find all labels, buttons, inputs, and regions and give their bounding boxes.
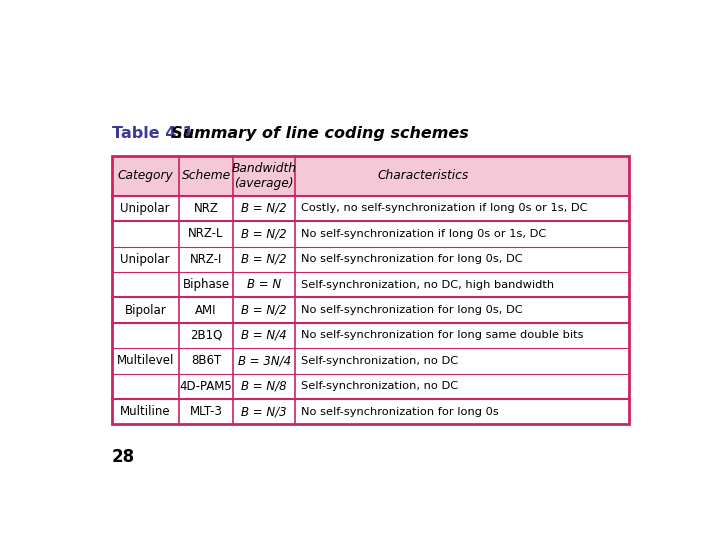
Text: Self-synchronization, no DC: Self-synchronization, no DC	[302, 356, 459, 366]
Text: No self-synchronization for long 0s, DC: No self-synchronization for long 0s, DC	[302, 254, 523, 264]
Text: NRZ-L: NRZ-L	[189, 227, 224, 240]
Text: B = N/2: B = N/2	[241, 253, 287, 266]
Text: Self-synchronization, no DC, high bandwidth: Self-synchronization, no DC, high bandwi…	[302, 280, 554, 289]
Text: NRZ: NRZ	[194, 202, 218, 215]
Text: B = N: B = N	[247, 278, 282, 291]
Text: Scheme: Scheme	[181, 169, 230, 182]
Text: Unipolar: Unipolar	[120, 202, 170, 215]
Text: Multilevel: Multilevel	[117, 354, 174, 367]
Text: Unipolar: Unipolar	[120, 253, 170, 266]
Text: No self-synchronization if long 0s or 1s, DC: No self-synchronization if long 0s or 1s…	[302, 229, 546, 239]
Text: Category: Category	[117, 169, 174, 182]
Text: 8B6T: 8B6T	[191, 354, 221, 367]
Text: Costly, no self-synchronization if long 0s or 1s, DC: Costly, no self-synchronization if long …	[302, 204, 588, 213]
Text: No self-synchronization for long same double bits: No self-synchronization for long same do…	[302, 330, 584, 340]
Text: Bandwidth
(average): Bandwidth (average)	[232, 161, 297, 190]
Text: Multiline: Multiline	[120, 405, 171, 418]
Text: MLT-3: MLT-3	[189, 405, 222, 418]
Text: AMI: AMI	[195, 303, 217, 316]
Text: B = N/2: B = N/2	[241, 303, 287, 316]
Text: B = 3N/4: B = 3N/4	[238, 354, 291, 367]
Text: Characteristics: Characteristics	[377, 169, 469, 182]
Text: Bipolar: Bipolar	[125, 303, 166, 316]
Text: B = N/2: B = N/2	[241, 227, 287, 240]
Text: 4D-PAM5: 4D-PAM5	[180, 380, 233, 393]
Text: B = N/3: B = N/3	[241, 405, 287, 418]
Text: NRZ-I: NRZ-I	[190, 253, 222, 266]
Text: Table 4.1: Table 4.1	[112, 126, 194, 141]
Text: Self-synchronization, no DC: Self-synchronization, no DC	[302, 381, 459, 391]
Text: No self-synchronization for long 0s, DC: No self-synchronization for long 0s, DC	[302, 305, 523, 315]
Bar	[112, 156, 629, 195]
Text: B = N/8: B = N/8	[241, 380, 287, 393]
Text: Summary of line coding schemes: Summary of line coding schemes	[160, 126, 469, 141]
Text: B = N/2: B = N/2	[241, 202, 287, 215]
Text: 28: 28	[112, 449, 135, 467]
Text: 2B1Q: 2B1Q	[190, 329, 222, 342]
Text: B = N/4: B = N/4	[241, 329, 287, 342]
Text: Biphase: Biphase	[182, 278, 230, 291]
Text: No self-synchronization for long 0s: No self-synchronization for long 0s	[302, 407, 499, 417]
